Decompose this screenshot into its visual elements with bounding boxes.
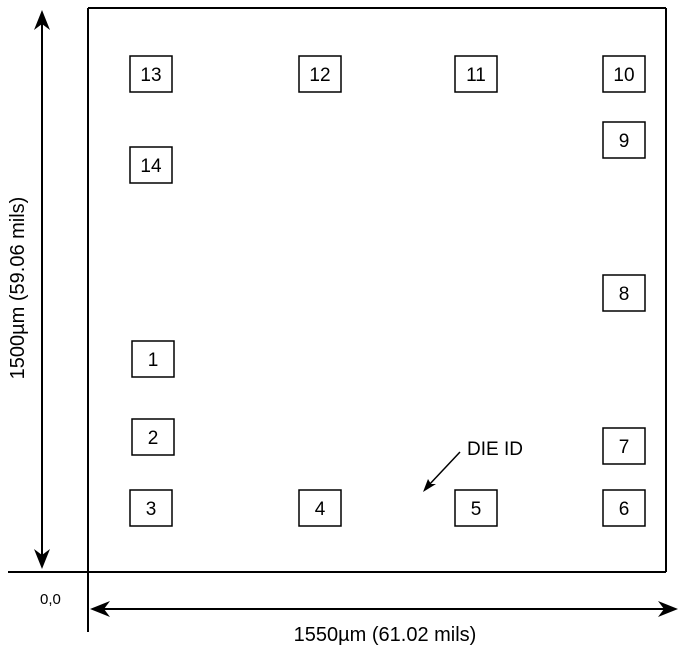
pad-label: 4 [315, 499, 326, 520]
bond-pads: 1 2 3 4 5 6 7 8 [129, 55, 646, 527]
height-dimension-arrow [34, 10, 50, 569]
pad-label: 8 [619, 284, 630, 305]
bond-pad: 6 [602, 489, 646, 527]
pad-label: 1 [148, 350, 159, 371]
pad-label: 7 [619, 437, 630, 458]
die-id-pointer-arrowhead [423, 479, 436, 492]
die-id-label: DIE ID [467, 439, 523, 460]
bond-pad: 4 [298, 489, 342, 527]
bond-pad: 2 [131, 418, 175, 456]
pad-label: 14 [140, 156, 162, 177]
pad-label: 10 [613, 65, 634, 86]
die-id-pointer-line [427, 451, 461, 487]
origin-label: 0,0 [40, 591, 61, 608]
pad-label: 5 [471, 499, 482, 520]
bond-pad: 1 [131, 340, 175, 378]
pad-label: 13 [140, 65, 161, 86]
bond-pad: 7 [602, 427, 646, 465]
pad-label: 3 [146, 499, 157, 520]
bond-pad: 13 [129, 55, 173, 93]
height-label: 1500µm (59.06 mils) [7, 197, 29, 380]
bond-pad: 11 [454, 55, 498, 93]
pad-label: 9 [619, 131, 630, 152]
pad-label: 2 [148, 428, 159, 449]
bond-pad: 10 [602, 55, 646, 93]
pad-label: 11 [466, 65, 486, 86]
bond-pad: 8 [602, 274, 646, 312]
pad-label: 6 [619, 499, 630, 520]
width-dimension-arrow [90, 601, 678, 617]
width-label: 1550µm (61.02 mils) [294, 624, 477, 646]
bond-pad: 14 [129, 146, 173, 184]
bond-pad: 5 [454, 489, 498, 527]
pad-label: 12 [309, 65, 330, 86]
bond-pad: 9 [602, 121, 646, 159]
bond-pad: 3 [129, 489, 173, 527]
bond-pad: 12 [298, 55, 342, 93]
